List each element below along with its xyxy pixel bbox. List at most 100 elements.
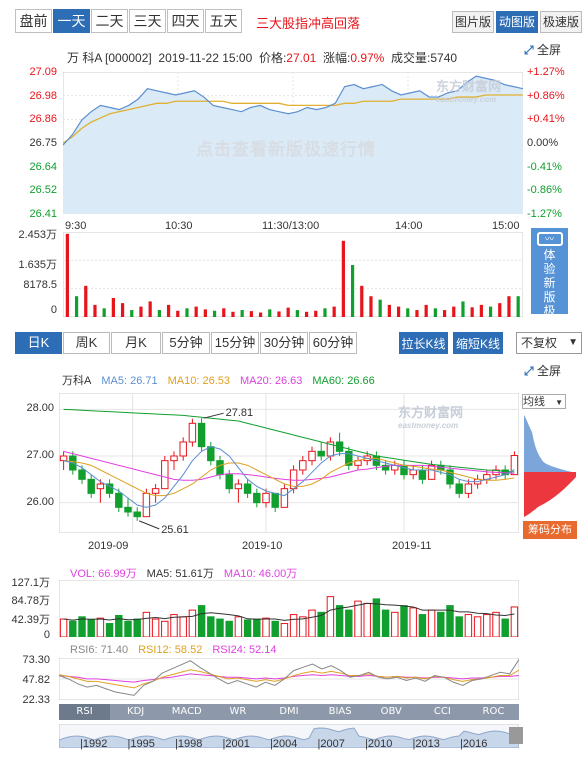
volume-bar: [455, 616, 463, 637]
image-version-button[interactable]: 图片版: [452, 11, 494, 33]
y-tick-right: +0.86%: [527, 89, 565, 102]
indicator-tab-rsi[interactable]: RSI: [59, 704, 111, 720]
legend-entry: RSI24: 52.14: [212, 644, 277, 656]
ma-select[interactable]: 均线 ▼: [522, 394, 566, 409]
volume-bar: [479, 304, 483, 317]
quote-price: 27.01: [286, 51, 317, 65]
indicator-tab-roc[interactable]: ROC: [482, 706, 505, 717]
volume-bar: [268, 309, 272, 317]
candle: [253, 492, 261, 504]
volume-bar: [84, 285, 88, 317]
volume-bar: [442, 310, 447, 317]
volume-bar: [437, 611, 445, 637]
candle: [124, 506, 132, 513]
ma5-line: [63, 446, 515, 508]
timeline-year: |1995: [127, 738, 155, 750]
legend-entry: RSI6: 71.40: [70, 644, 129, 656]
timeline-year: |2007: [317, 738, 345, 750]
x-tick: 11:30/13:00: [262, 220, 320, 232]
y-tick: 42.39万: [11, 614, 50, 626]
chevron-down-icon: ▼: [555, 398, 563, 407]
volume-bar: [234, 616, 243, 637]
y-tick: 28.00: [26, 402, 54, 415]
tab-pre-market[interactable]: 盘前: [15, 9, 52, 33]
rsi-legend: RSI6: 71.40 RSI12: 58.52 RSI24: 52.14: [70, 644, 287, 656]
volume-bar: [96, 617, 105, 637]
tab-monthly-k[interactable]: 月K: [111, 332, 161, 354]
candle: [216, 460, 224, 476]
volume-bar: [105, 623, 114, 637]
x-tick: 9:30: [65, 220, 87, 232]
indicator-tab-macd[interactable]: MACD: [171, 706, 202, 717]
indicator-tab-dmi[interactable]: DMI: [279, 706, 299, 717]
indicator-tab-cci[interactable]: CCI: [433, 706, 451, 717]
shorten-k-button[interactable]: 缩短K线: [453, 332, 503, 354]
volume-bar: [262, 617, 270, 637]
tab-15min[interactable]: 15分钟: [211, 332, 259, 354]
lengthen-k-button[interactable]: 拉长K线: [399, 332, 448, 354]
tab-daily-k[interactable]: 日K: [15, 332, 62, 354]
volume-bar: [102, 308, 106, 317]
timeline-handle[interactable]: [509, 727, 523, 744]
y-tick: 84.78万: [11, 595, 50, 607]
y-tick: 1.635万: [18, 259, 57, 271]
chip-distribution-button[interactable]: 筹码分布: [523, 521, 577, 539]
candle: [308, 450, 316, 462]
tab-four-days[interactable]: 四天: [167, 9, 204, 33]
candle: [280, 488, 289, 508]
watermark-ad-link[interactable]: 点击查看新版极速行情: [196, 140, 376, 159]
volume-bar: [473, 616, 482, 637]
y-tick-left: 26.75: [29, 137, 57, 149]
tab-weekly-k[interactable]: 周K: [63, 332, 110, 354]
indicator-tab-kdj[interactable]: KDJ: [127, 706, 145, 717]
fast-version-button[interactable]: 极速版: [540, 11, 582, 33]
fullscreen-button[interactable]: ⤢ 全屏: [524, 43, 561, 57]
tab-60min[interactable]: 60分钟: [309, 332, 357, 354]
volume-bar: [516, 296, 520, 317]
volume-bar: [253, 618, 261, 637]
volume-bar: [498, 303, 502, 317]
volume-bar: [148, 301, 152, 317]
volume-bar: [354, 600, 362, 637]
intraday-price-chart: [63, 72, 523, 214]
history-timeline[interactable]: [59, 724, 519, 748]
tab-three-days[interactable]: 三天: [129, 9, 166, 33]
legend-entry: VOL: 66.99万: [70, 568, 137, 580]
candle: [96, 483, 105, 490]
y-tick: 22.33: [22, 694, 50, 706]
expand-icon: ⤢: [524, 364, 534, 378]
indicator-tab-bias[interactable]: BIAS: [328, 706, 352, 717]
tab-5min[interactable]: 5分钟: [162, 332, 210, 354]
animated-version-button[interactable]: 动图版: [496, 11, 538, 33]
y-tick-right: -1.27%: [527, 208, 562, 220]
indicator-tab-wr[interactable]: WR: [229, 706, 247, 717]
candle: [207, 446, 215, 462]
quote-change: 0.97%: [350, 51, 385, 65]
volume-bar: [225, 620, 233, 637]
headline-link[interactable]: 三大股指冲高回落: [256, 16, 361, 31]
volume-bar: [240, 310, 244, 317]
fullscreen-button-k[interactable]: ⤢ 全屏: [524, 364, 561, 378]
candle: [299, 460, 307, 471]
y-tick: 73.30: [22, 654, 50, 666]
price-area: [63, 76, 523, 214]
volume-bar: [360, 285, 364, 317]
rsi-chart: [59, 658, 519, 700]
candle: [317, 450, 325, 457]
tab-five-days[interactable]: 五天: [205, 9, 242, 33]
volume-bar: [203, 309, 207, 317]
legend-entry: MA5: 26.71: [101, 375, 158, 387]
tab-two-days[interactable]: 二天: [91, 9, 128, 33]
tab-30min[interactable]: 30分钟: [260, 332, 308, 354]
new-version-ad[interactable]: 〰 体验新版极速行情: [531, 228, 568, 360]
volume-bar: [115, 614, 123, 637]
adjust-select[interactable]: 不复权 ▼: [516, 332, 582, 354]
timeline-year: |1992: [80, 738, 108, 750]
legend-entry: MA60: 26.66: [312, 375, 375, 387]
vol-legend: VOL: 66.99万 MA5: 51.61万 MA10: 46.00万: [70, 565, 307, 581]
vol-chart: [59, 580, 519, 637]
y-tick-left: 26.64: [29, 160, 57, 173]
candle: [234, 483, 243, 490]
indicator-tab-obv[interactable]: OBV: [380, 706, 402, 717]
tab-one-day[interactable]: 一天: [53, 9, 90, 33]
